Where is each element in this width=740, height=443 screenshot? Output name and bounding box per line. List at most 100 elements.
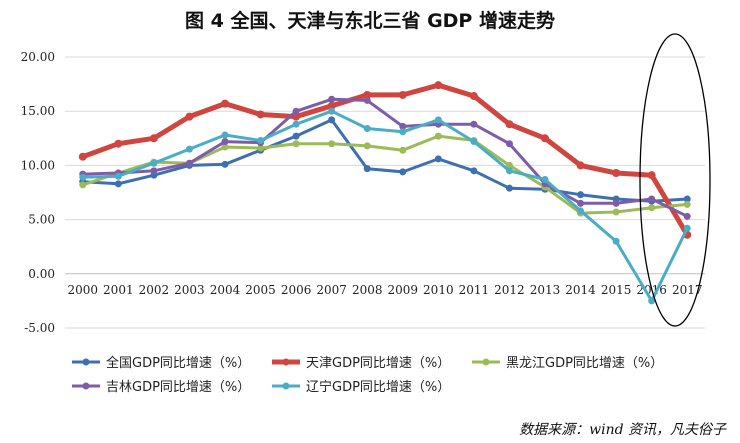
data-point [256, 110, 265, 119]
x-tick-label: 2001 [103, 283, 134, 297]
data-point [505, 140, 513, 148]
data-point [399, 122, 407, 130]
data-point [398, 90, 407, 99]
data-point [292, 132, 300, 140]
data-point [470, 167, 478, 175]
legend-marker [82, 358, 90, 366]
x-tick-label: 2014 [565, 283, 596, 297]
series-line [81, 109, 689, 303]
data-point [292, 140, 300, 148]
y-tick-label: 20.00 [21, 50, 55, 64]
data-point [399, 146, 407, 154]
data-point [292, 120, 300, 128]
legend-label: 吉林GDP同比增速（%） [106, 380, 250, 395]
data-point [185, 159, 193, 167]
data-point [79, 173, 87, 181]
y-tick-label: 15.00 [21, 104, 55, 118]
data-point [363, 142, 371, 150]
data-point [399, 128, 407, 136]
series-line [81, 118, 689, 203]
y-tick-label: 5.00 [28, 213, 55, 227]
x-tick-label: 2013 [530, 283, 561, 297]
data-point [114, 172, 122, 180]
data-point [505, 161, 513, 169]
data-point [399, 168, 407, 176]
legend-label: 辽宁GDP同比增速（%） [306, 379, 450, 395]
data-point [114, 180, 122, 188]
series-line [80, 82, 690, 238]
data-point [292, 107, 300, 115]
data-point [328, 107, 336, 115]
legend-label: 全国GDP同比增速（%） [106, 355, 250, 371]
data-point [363, 90, 372, 99]
y-tick-label: 10.00 [21, 158, 55, 172]
data-point [328, 95, 336, 103]
data-point [328, 140, 336, 148]
data-point [505, 120, 514, 129]
x-tick-label: 2004 [210, 283, 241, 297]
series-lines [78, 81, 692, 305]
x-tick-label: 2011 [459, 283, 490, 297]
data-point [577, 207, 585, 215]
grid-lines [65, 56, 705, 329]
data-point [541, 175, 549, 183]
data-point [683, 200, 691, 208]
data-point [434, 132, 442, 140]
data-point [683, 195, 691, 203]
chart-title: 图 4 全国、天津与东北三省 GDP 增速走势 [185, 10, 555, 32]
x-tick-label: 2007 [316, 283, 347, 297]
data-point [612, 168, 621, 177]
highlight-ellipse [639, 33, 711, 327]
y-axis-ticks: -5.00 0.00 5.00 10.00 15.00 20.00 [21, 50, 55, 335]
data-point [648, 204, 656, 212]
data-point [221, 143, 229, 151]
legend-marker [282, 358, 290, 366]
data-point [470, 138, 478, 146]
data-point [612, 199, 620, 207]
data-point [470, 120, 478, 128]
data-point [505, 184, 513, 192]
data-point [327, 101, 336, 110]
x-axis-ticks: 2000 2001 2002 2003 2004 2005 2006 2007 2008 2009… [68, 283, 703, 297]
data-point [612, 237, 620, 245]
legend-label: 天津GDP同比增速（%） [306, 356, 450, 371]
x-tick-label: 2010 [423, 283, 454, 297]
data-point [79, 181, 87, 189]
data-point [648, 195, 656, 203]
data-point [363, 125, 371, 133]
data-point [221, 99, 229, 108]
legend-marker [282, 382, 290, 390]
data-point [647, 171, 656, 180]
data-point [257, 136, 265, 144]
data-point [78, 152, 87, 161]
data-point [328, 116, 336, 124]
x-tick-label: 2000 [68, 283, 99, 297]
legend: 全国GDP同比增速（%） 天津GDP同比增速（%） 黑龙江GDP同比增速（%） 吉林G… [72, 355, 663, 395]
legend-label: 黑龙江GDP同比增速（%） [506, 356, 663, 371]
y-tick-label: 0.00 [28, 267, 55, 281]
data-point [221, 138, 229, 146]
data-point [612, 208, 620, 216]
data-point [257, 144, 265, 152]
x-tick-label: 2017 [672, 283, 703, 297]
x-tick-label: 2008 [352, 283, 383, 297]
data-point [221, 131, 229, 139]
series-line [81, 134, 689, 215]
data-point [469, 92, 478, 101]
legend-marker [82, 382, 90, 390]
data-point [150, 167, 158, 175]
x-tick-label: 2015 [601, 283, 632, 297]
x-tick-label: 2012 [494, 283, 525, 297]
x-tick-label: 2002 [139, 283, 170, 297]
y-tick-label: -5.00 [24, 321, 55, 335]
legend-marker [482, 358, 490, 366]
data-point [577, 199, 585, 207]
x-tick-label: 2003 [174, 283, 205, 297]
data-point [149, 134, 158, 143]
series-line [81, 97, 689, 218]
data-point [363, 165, 371, 173]
data-point [577, 191, 585, 199]
x-tick-label: 2005 [245, 283, 276, 297]
data-point [221, 160, 229, 168]
